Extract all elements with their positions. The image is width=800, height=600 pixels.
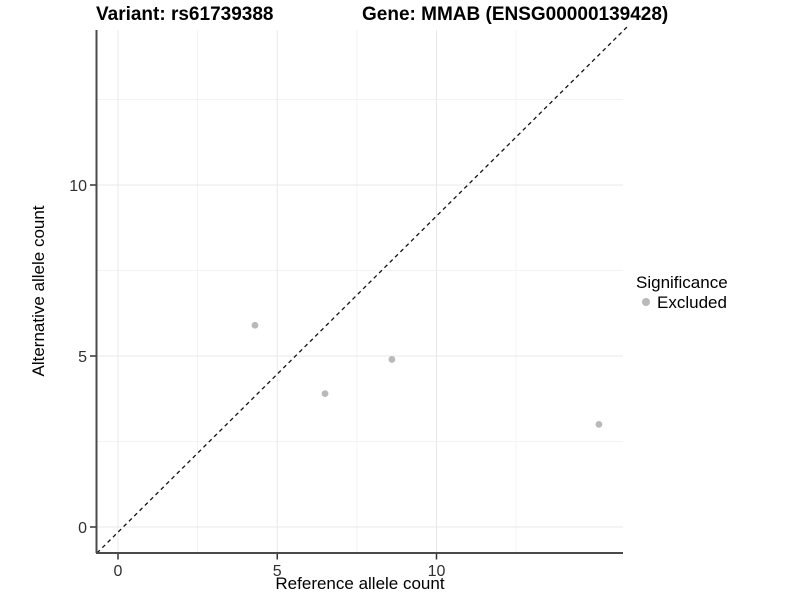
legend-point-marker: [642, 298, 650, 306]
legend-item-label: Excluded: [657, 293, 727, 312]
y-axis-label: Alternative allele count: [29, 205, 48, 376]
gridlines-major: [97, 30, 623, 553]
y-axis-ticks: 0 5 10: [69, 178, 96, 537]
legend-title: Significance: [636, 273, 728, 292]
x-tick-label: 5: [273, 563, 282, 580]
gene-title: Gene: MMAB (ENSG00000139428): [362, 4, 668, 25]
data-point: [388, 356, 396, 363]
variant-title: Variant: rs61739388: [96, 4, 273, 25]
y-tick-label: 5: [78, 349, 87, 366]
x-axis-label: Reference allele count: [275, 574, 444, 593]
legend: Significance Excluded: [636, 273, 728, 312]
x-tick-label: 10: [428, 563, 446, 580]
points-layer: [251, 321, 603, 428]
y-tick-label: 10: [69, 178, 87, 195]
x-tick-label: 0: [114, 563, 123, 580]
data-point: [321, 390, 329, 398]
x-axis-ticks: 0 5 10: [114, 554, 446, 580]
axis-lines: [95, 30, 623, 554]
data-point: [595, 421, 603, 428]
data-point: [251, 321, 259, 329]
y-tick-label: 0: [78, 520, 87, 537]
gridlines-minor: [97, 30, 623, 553]
